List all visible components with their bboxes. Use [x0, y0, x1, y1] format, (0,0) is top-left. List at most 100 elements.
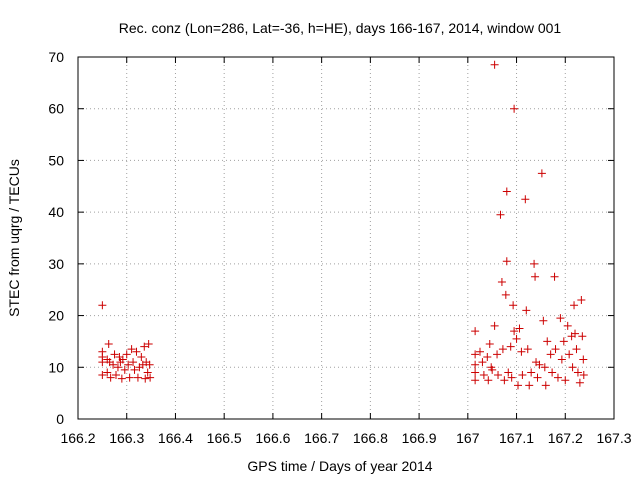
data-point: [533, 373, 542, 382]
data-point: [531, 272, 540, 281]
data-point: [563, 321, 572, 330]
data-point: [551, 345, 560, 354]
data-point: [122, 350, 131, 359]
data-point: [570, 301, 579, 310]
data-point: [110, 350, 119, 359]
data-point: [506, 342, 515, 351]
data-point: [98, 301, 107, 310]
data-point: [525, 381, 534, 390]
x-tick-label: 166.8: [353, 430, 388, 446]
data-point: [471, 368, 480, 377]
data-point: [141, 374, 150, 383]
data-point: [572, 345, 581, 354]
data-point: [530, 259, 539, 268]
data-point: [518, 371, 527, 380]
data-point: [523, 345, 532, 354]
data-point: [514, 381, 523, 390]
data-point: [103, 368, 112, 377]
y-tick-label: 60: [48, 101, 64, 117]
data-point: [124, 360, 133, 369]
data-point: [488, 365, 497, 374]
y-tick-labels: 0 10 20 30 40 50 60 70: [48, 49, 64, 427]
data-point: [577, 296, 586, 305]
data-point: [578, 332, 587, 341]
plot-frame: [77, 56, 615, 420]
data-point: [120, 365, 129, 374]
data-point: [515, 324, 524, 333]
grid-lines: [78, 57, 614, 419]
data-point: [497, 277, 506, 286]
data-point: [556, 314, 565, 323]
x-tick-label: 166.5: [207, 430, 242, 446]
data-point: [483, 352, 492, 361]
data-point: [548, 368, 557, 377]
x-tick-label: 166.4: [158, 430, 193, 446]
data-point: [575, 378, 584, 387]
data-point: [125, 373, 134, 382]
data-point: [571, 329, 580, 338]
data-point: [130, 365, 139, 374]
x-tick-label: 167.1: [499, 430, 534, 446]
data-point: [559, 337, 568, 346]
x-tick-label: 167: [456, 430, 480, 446]
data-point: [478, 358, 487, 367]
data-point: [140, 342, 149, 351]
data-point: [494, 371, 503, 380]
data-point: [479, 371, 488, 380]
data-point: [490, 321, 499, 330]
data-point: [522, 306, 531, 315]
data-point: [517, 347, 526, 356]
x-tick-label: 166.3: [109, 430, 144, 446]
x-tick-label: 167.3: [596, 430, 631, 446]
data-point: [573, 368, 582, 377]
data-point: [485, 340, 494, 349]
data-point: [507, 373, 516, 382]
y-tick-label: 70: [48, 49, 64, 65]
data-point: [541, 381, 550, 390]
y-tick-label: 20: [48, 308, 64, 324]
data-point: [109, 360, 118, 369]
data-point: [537, 169, 546, 178]
data-point: [543, 337, 552, 346]
data-point: [539, 316, 548, 325]
chart-title: Rec. conz (Lon=286, Lat=-36, h=HE), days…: [119, 20, 562, 36]
data-point: [501, 290, 510, 299]
data-point: [561, 376, 570, 385]
data-point: [502, 257, 511, 266]
data-point: [521, 195, 530, 204]
data-point: [104, 340, 113, 349]
data-point: [145, 360, 154, 369]
x-axis-label: GPS time / Days of year 2014: [247, 458, 432, 474]
x-tick-label: 167.2: [548, 430, 583, 446]
data-point: [490, 60, 499, 69]
data-point: [132, 347, 141, 356]
data-point: [493, 350, 502, 359]
data-point: [144, 340, 153, 349]
data-point: [496, 210, 505, 219]
data-point: [112, 371, 121, 380]
data-point: [127, 345, 136, 354]
data-point: [484, 376, 493, 385]
data-point: [498, 345, 507, 354]
data-point: [117, 374, 126, 383]
data-point: [502, 187, 511, 196]
x-tick-label: 166.6: [255, 430, 290, 446]
data-point: [579, 355, 588, 364]
data-point: [510, 327, 519, 336]
data-point: [527, 368, 536, 377]
x-tick-label: 166.2: [60, 430, 95, 446]
data-point: [98, 358, 107, 367]
data-point: [137, 352, 146, 361]
data-point: [471, 327, 480, 336]
data-point: [512, 334, 521, 343]
y-tick-label: 10: [48, 359, 64, 375]
data-point: [568, 363, 577, 372]
y-tick-label: 50: [48, 152, 64, 168]
data-point: [113, 363, 122, 372]
data-point: [476, 347, 484, 356]
data-point: [553, 373, 562, 382]
data-point: [129, 358, 138, 367]
data-point: [550, 272, 559, 281]
data-point: [500, 376, 509, 385]
